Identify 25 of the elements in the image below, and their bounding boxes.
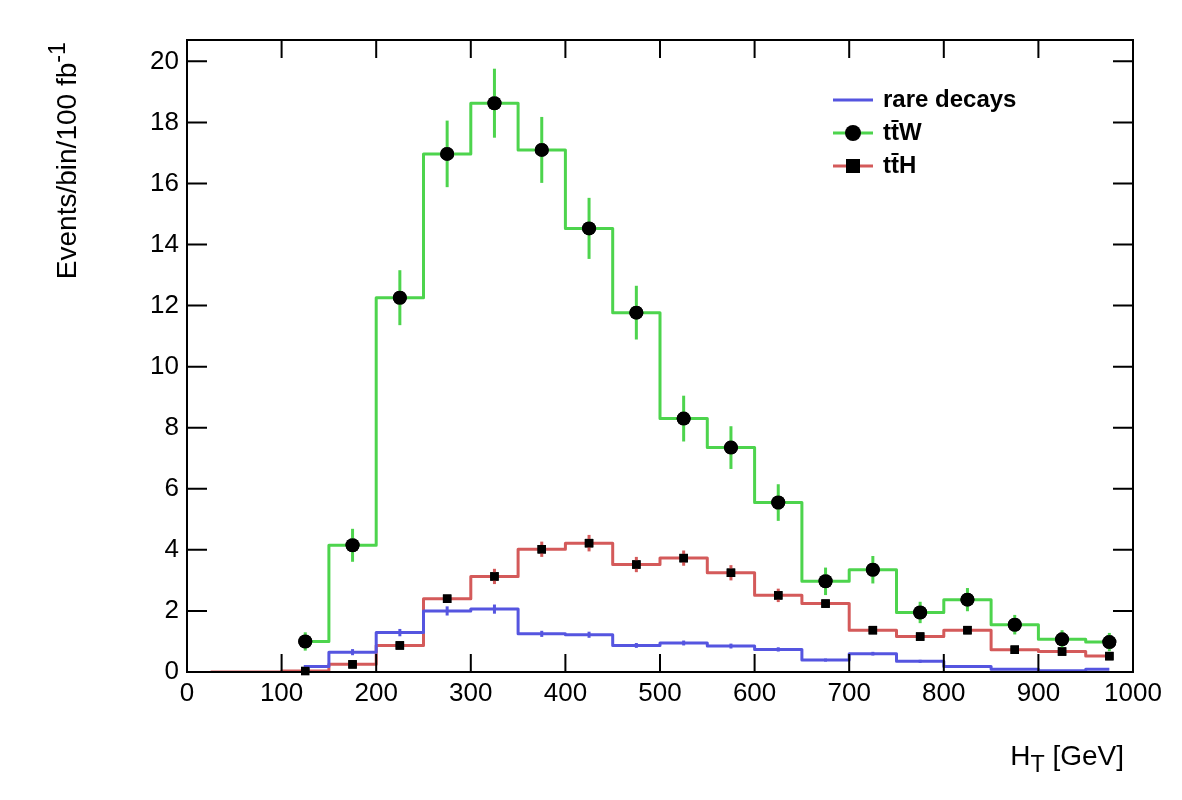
x-tick-label: 900 [1016, 676, 1061, 707]
y-tick-label: 8 [164, 410, 179, 441]
y-tick-label: 14 [150, 227, 179, 258]
y-tick-label: 10 [150, 349, 179, 380]
y-tick-label: 20 [150, 44, 179, 75]
y-tick-label: 18 [150, 105, 179, 136]
y-tick-label: 12 [150, 288, 179, 319]
legend-label: tt̄W [883, 117, 922, 145]
legend-label: tt̄H [883, 150, 917, 178]
x-tick-label: 800 [922, 676, 966, 707]
x-tick-label: 400 [543, 676, 588, 707]
x-axis-title: H$_{T}$ [GeV] [1010, 740, 1124, 778]
y-tick-label: 16 [150, 166, 179, 197]
legend-label: rare decays [883, 84, 1017, 112]
y-tick-label: 2 [164, 594, 179, 625]
x-tick-label: 100 [259, 676, 304, 707]
x-tick-label: 600 [732, 676, 777, 707]
x-tick-label: 500 [638, 676, 682, 707]
y-tick-label: 6 [164, 471, 179, 502]
x-tick-label: 300 [449, 676, 493, 707]
x-tick-label: 200 [354, 676, 398, 707]
x-tick-label: 700 [827, 676, 871, 707]
x-tick-label: 1000 [1104, 676, 1162, 707]
y-tick-label: 4 [164, 533, 179, 564]
y-tick-label: 0 [164, 655, 179, 686]
